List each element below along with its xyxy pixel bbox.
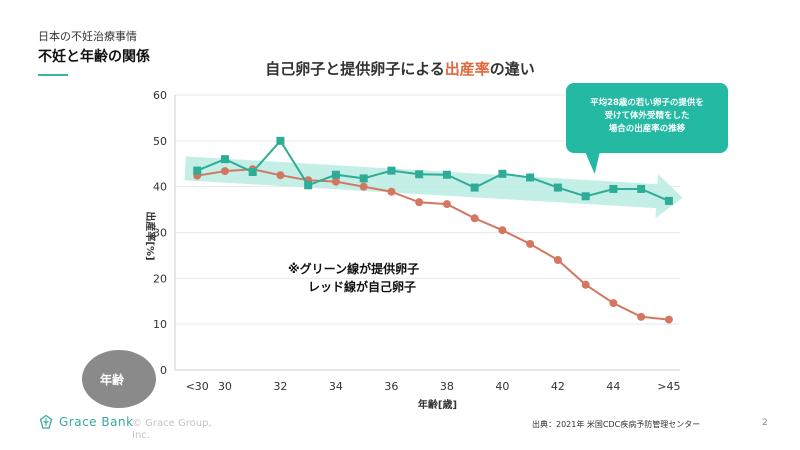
data-point-提供卵子	[553, 183, 562, 192]
chart-title: 自己卵子と提供卵子による出産率の違い	[0, 58, 800, 79]
data-point-自己卵子	[415, 198, 424, 207]
chart-title-highlight: 出産率	[444, 60, 490, 78]
data-point-提供卵子	[220, 155, 229, 164]
x-tick-label: 38	[440, 380, 454, 393]
note-line-green: ※グリーン線が提供卵子	[288, 262, 420, 276]
header-subtitle: 日本の不妊治療事情	[38, 30, 137, 43]
x-tick-label: 40	[495, 380, 509, 393]
title-underline	[38, 74, 68, 76]
data-point-自己卵子	[442, 200, 451, 209]
y-tick-label: 50	[153, 135, 167, 148]
age-marker: 年齢	[82, 350, 156, 408]
data-point-提供卵子	[193, 166, 202, 175]
x-axis-label: 年齢[歳]	[418, 398, 457, 411]
series-line-自己卵子	[197, 168, 670, 321]
data-point-提供卵子	[664, 196, 673, 205]
data-point-提供卵子	[498, 169, 507, 178]
data-point-提供卵子	[470, 183, 479, 192]
data-point-提供卵子	[387, 166, 396, 175]
data-point-提供卵子	[304, 181, 313, 190]
chart-title-part: の違い	[489, 60, 535, 78]
y-tick-label: 20	[153, 272, 167, 285]
data-point-自己卵子	[220, 167, 229, 176]
data-point-提供卵子	[331, 170, 340, 179]
data-point-自己卵子	[359, 182, 368, 191]
source-citation: 出典：2021年 米国CDC疾病予防管理センター	[532, 420, 701, 429]
data-point-提供卵子	[442, 170, 451, 179]
data-point-自己卵子	[581, 280, 590, 289]
trend-arrow	[184, 156, 683, 219]
data-point-自己卵子	[526, 239, 535, 248]
data-point-自己卵子	[637, 312, 646, 321]
slide-title: 不妊と年齢の関係	[38, 49, 150, 65]
data-point-提供卵子	[415, 170, 424, 179]
series-line-提供卵子	[196, 139, 670, 202]
y-tick-label: 0	[160, 364, 167, 377]
y-tick-label: 60	[153, 89, 167, 102]
x-tick-label: 34	[329, 380, 343, 393]
data-point-提供卵子	[609, 184, 618, 193]
x-tick-label: 42	[551, 380, 565, 393]
data-point-自己卵子	[664, 315, 673, 324]
callout-line: 受けて体外受精をした	[604, 111, 690, 121]
callout-box: 平均28歳の若い卵子の提供を 受けて体外受精をした 場合の出産率の推移	[566, 83, 728, 153]
x-tick-label: 36	[384, 380, 398, 393]
x-tick-label: >45	[657, 380, 680, 393]
logo-text: Grace Bank	[59, 415, 134, 429]
y-tick-label: 40	[153, 181, 167, 194]
y-tick-label: 10	[153, 318, 167, 331]
callout-line: 場合の出産率の推移	[608, 124, 686, 134]
data-point-自己卵子	[331, 177, 340, 186]
y-axis-label: 出産率[%]	[144, 211, 157, 260]
callout-tail	[584, 150, 604, 174]
copyright: © Grace Group, Inc.	[132, 418, 212, 441]
data-point-提供卵子	[526, 173, 535, 182]
x-tick-label: 44	[606, 380, 620, 393]
chart-title-part: 自己卵子と提供卵子による	[265, 60, 445, 78]
data-point-自己卵子	[387, 187, 396, 196]
callout-line: 平均28歳の若い卵子の提供を	[590, 98, 704, 108]
brand-logo: Grace Bank	[38, 414, 134, 430]
data-point-自己卵子	[470, 214, 479, 223]
data-point-提供卵子	[359, 174, 368, 183]
note-line-red: レッド線が自己卵子	[308, 280, 417, 294]
data-point-自己卵子	[609, 299, 618, 308]
data-point-自己卵子	[276, 171, 285, 180]
leaf-icon	[39, 414, 53, 429]
x-tick-label: 32	[273, 380, 287, 393]
data-point-自己卵子	[553, 256, 562, 264]
x-tick-label: <30	[186, 380, 209, 393]
legend-note: ※グリーン線が提供卵子 レッド線が自己卵子	[288, 260, 419, 296]
page-number: 2	[762, 418, 768, 428]
data-point-提供卵子	[248, 168, 257, 176]
data-point-提供卵子	[581, 192, 590, 201]
data-point-提供卵子	[276, 136, 285, 145]
y-tick-label: 30	[153, 227, 167, 240]
data-point-自己卵子	[498, 226, 507, 235]
data-point-提供卵子	[637, 184, 646, 193]
x-tick-label: 30	[218, 380, 232, 393]
